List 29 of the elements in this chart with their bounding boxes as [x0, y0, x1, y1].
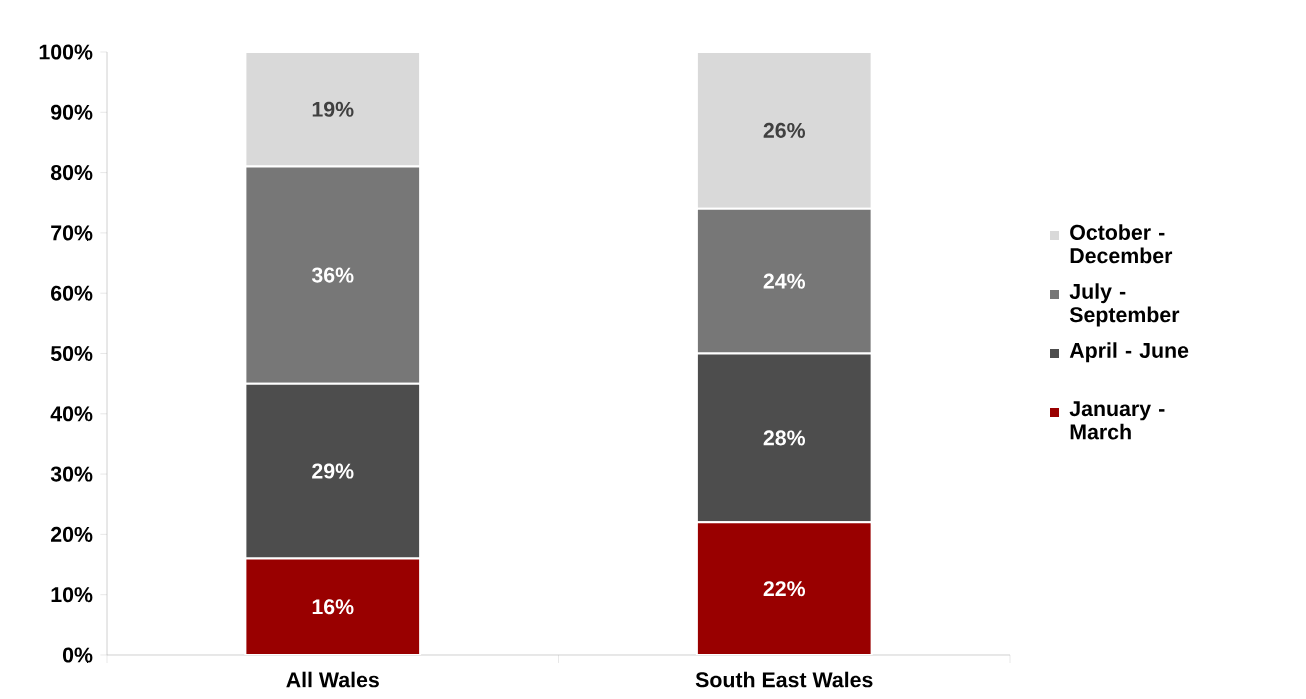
- y-tick-label: 30%: [50, 466, 93, 482]
- data-label: 29%: [312, 463, 354, 479]
- x-tick-label: South East Wales: [695, 671, 873, 688]
- legend-label: October - December: [1070, 224, 1173, 264]
- y-tick-label: 90%: [51, 104, 93, 120]
- bar: [695, 521, 873, 655]
- legend-label: January - March: [1069, 401, 1165, 440]
- bar: [695, 51, 873, 210]
- y-tick-label: 0%: [62, 647, 93, 663]
- data-label: 26%: [763, 122, 806, 138]
- y-tick-label: 70%: [51, 225, 93, 241]
- y-tick-label: 60%: [51, 285, 93, 301]
- data-label: 19%: [312, 101, 354, 117]
- data-label: 28%: [763, 430, 806, 446]
- bar: [244, 51, 422, 168]
- x-tick-label: All Wales: [286, 671, 379, 688]
- data-label: 24%: [763, 273, 806, 289]
- y-tick-label: 100%: [39, 44, 93, 60]
- y-tick-label: 40%: [50, 406, 93, 422]
- bar: [244, 557, 422, 655]
- legend-label: April - June: [1069, 342, 1189, 363]
- data-label: 22%: [763, 581, 806, 597]
- y-tick-label: 50%: [50, 345, 93, 362]
- y-tick-label: 20%: [51, 526, 93, 542]
- data-label: 36%: [311, 267, 354, 283]
- data-label: 16%: [312, 599, 354, 615]
- y-tick-label: 80%: [50, 165, 93, 181]
- y-tick-label: 10%: [51, 587, 93, 603]
- legend-label: July - September: [1069, 283, 1180, 327]
